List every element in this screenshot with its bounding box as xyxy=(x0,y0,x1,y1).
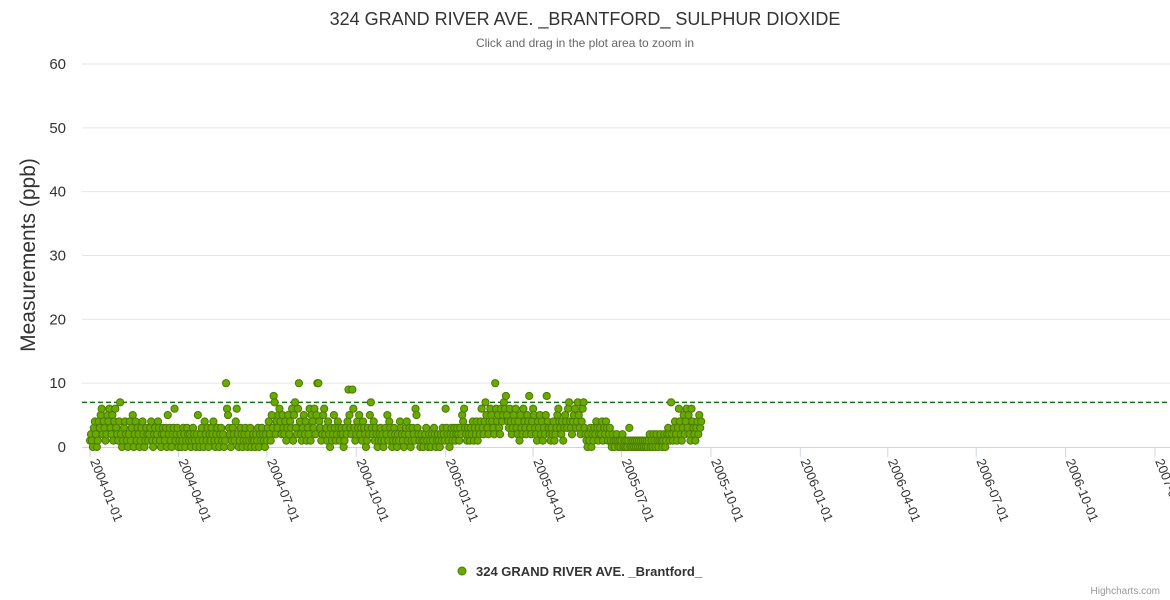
y-tick-label: 60 xyxy=(49,56,66,73)
data-point xyxy=(579,398,588,407)
data-point xyxy=(288,436,298,445)
data-point xyxy=(366,398,375,407)
data-point xyxy=(554,404,563,413)
chart-title: 324 GRAND RIVER AVE. _BRANTFORD_ SULPHUR… xyxy=(330,9,841,30)
y-axis-label: Measurements (ppb) xyxy=(17,158,40,352)
data-point xyxy=(441,404,450,413)
data-point xyxy=(349,404,358,413)
legend[interactable]: 324 GRAND RIVER AVE. _Brantford_ xyxy=(457,564,703,579)
data-point xyxy=(231,417,240,426)
y-gridlines xyxy=(82,63,1170,384)
data-point xyxy=(697,417,706,426)
credits-link[interactable]: Highcharts.com xyxy=(1091,586,1160,597)
data-point xyxy=(311,430,320,439)
data-point xyxy=(314,379,323,388)
data-point xyxy=(525,391,534,401)
chart-subtitle: Click and drag in the plot area to zoom … xyxy=(476,36,694,50)
data-point xyxy=(267,410,276,420)
data-point xyxy=(270,398,279,407)
y-tick-label: 40 xyxy=(49,184,66,201)
data-point xyxy=(220,436,230,445)
legend-item-label[interactable]: 324 GRAND RIVER AVE. _Brantford_ xyxy=(476,564,703,579)
data-point xyxy=(687,404,696,413)
data-points xyxy=(85,379,706,452)
data-point xyxy=(266,436,275,445)
data-point xyxy=(163,410,172,420)
data-point xyxy=(289,410,299,420)
data-point xyxy=(355,410,364,420)
data-point xyxy=(567,430,577,439)
data-point xyxy=(559,436,568,445)
data-point xyxy=(412,410,421,420)
data-point xyxy=(193,410,202,420)
data-point xyxy=(329,410,339,420)
data-point xyxy=(625,423,634,432)
data-point xyxy=(674,404,683,413)
data-point xyxy=(294,379,304,388)
data-point xyxy=(116,398,125,407)
data-point xyxy=(511,404,520,413)
data-point xyxy=(345,410,354,420)
data-point xyxy=(221,379,231,388)
data-point xyxy=(365,410,374,420)
data-point xyxy=(495,430,505,439)
data-point xyxy=(519,404,528,413)
data-point xyxy=(111,404,120,413)
y-tick-label: 10 xyxy=(49,375,66,392)
data-point xyxy=(564,398,574,407)
data-point xyxy=(232,404,241,413)
data-point xyxy=(306,436,315,445)
data-point xyxy=(481,398,490,407)
data-point xyxy=(666,398,676,407)
data-point xyxy=(97,404,106,413)
data-point xyxy=(223,410,233,420)
data-point xyxy=(293,404,303,413)
y-tick-label: 50 xyxy=(49,120,66,137)
data-point xyxy=(138,417,147,426)
data-point xyxy=(460,404,469,413)
data-point xyxy=(542,391,551,401)
data-point xyxy=(93,436,102,445)
data-point xyxy=(491,379,500,388)
y-tick-label: 30 xyxy=(49,248,66,265)
legend-marker[interactable] xyxy=(457,566,467,576)
plot-area[interactable] xyxy=(82,60,1170,457)
data-point xyxy=(170,404,179,413)
y-tick-label: 0 xyxy=(58,439,66,456)
y-tick-label: 20 xyxy=(49,311,66,328)
data-point xyxy=(348,385,357,394)
data-point xyxy=(209,417,218,426)
data-point xyxy=(320,404,329,413)
y-axis-ticks: 0 10 20 30 40 50 60 xyxy=(49,56,66,456)
data-point xyxy=(501,391,510,401)
plot-zoom-region[interactable] xyxy=(82,60,1170,450)
data-point xyxy=(477,404,486,413)
